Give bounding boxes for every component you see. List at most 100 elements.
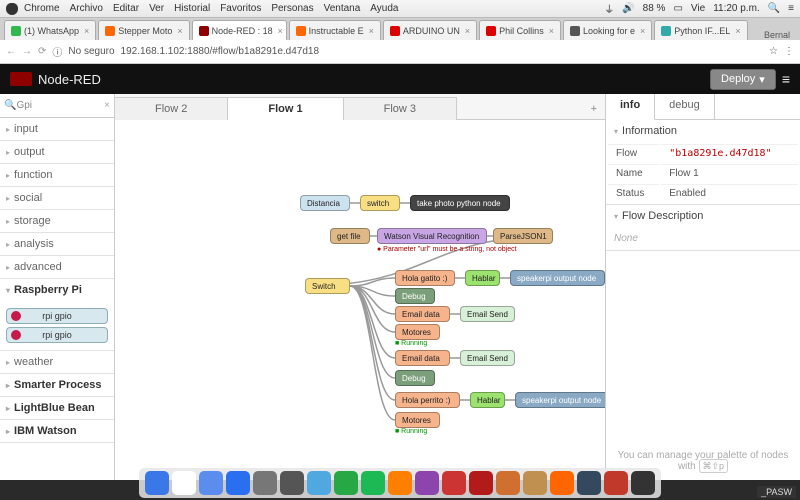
dock-app-icon[interactable] <box>469 471 493 495</box>
close-tab-icon[interactable]: × <box>177 26 182 36</box>
dock-app-icon[interactable] <box>199 471 223 495</box>
close-tab-icon[interactable]: × <box>549 26 554 36</box>
browser-tab[interactable]: Phil Collins× <box>479 20 561 40</box>
flow-node[interactable]: Debug <box>395 288 435 304</box>
wire[interactable] <box>350 286 395 400</box>
flow-node[interactable]: Motores <box>395 324 440 340</box>
flow-node[interactable]: Hablar <box>470 392 505 408</box>
security-icon[interactable]: ⓘ <box>52 44 62 59</box>
flow-node[interactable]: take photo python node <box>410 195 510 211</box>
flow-node[interactable]: speakerpi output node <box>510 270 605 286</box>
close-tab-icon[interactable]: × <box>278 26 283 36</box>
wire[interactable] <box>350 286 395 358</box>
palette-category[interactable]: ▸input <box>0 118 114 140</box>
mac-menu-item[interactable]: Ver <box>149 3 164 14</box>
main-menu-icon[interactable]: ≡ <box>782 71 790 87</box>
mac-menu-item[interactable]: Personas <box>271 3 313 14</box>
palette-category[interactable]: ▸IBM Watson <box>0 420 114 442</box>
chevron-down-icon[interactable]: ▾ <box>614 127 618 136</box>
back-button[interactable]: ← <box>6 46 16 57</box>
flow-node[interactable]: Email data <box>395 350 450 366</box>
dock-app-icon[interactable] <box>226 471 250 495</box>
flow-canvas[interactable]: Distancia switch take photo python node get… <box>115 120 605 480</box>
deploy-caret-icon[interactable]: ▾ <box>759 73 765 86</box>
notifications-icon[interactable]: ≡ <box>788 3 794 14</box>
flow-tab[interactable]: Flow 3 <box>343 97 457 120</box>
dock-app-icon[interactable] <box>631 471 655 495</box>
dock-app-icon[interactable] <box>280 471 304 495</box>
browser-tab[interactable]: Node-RED : 18× <box>192 20 287 40</box>
dock-app-icon[interactable] <box>604 471 628 495</box>
mac-menu-item[interactable]: Ventana <box>324 3 361 14</box>
battery-icon[interactable]: ▭ <box>673 3 682 14</box>
volume-icon[interactable]: 🔊 <box>622 3 634 14</box>
mac-menu-item[interactable]: Editar <box>113 3 139 14</box>
dock-app-icon[interactable] <box>550 471 574 495</box>
dock-app-icon[interactable] <box>442 471 466 495</box>
add-flow-button[interactable]: + <box>583 99 605 119</box>
flow-node[interactable]: Email Send <box>460 350 515 366</box>
address-bar[interactable]: 192.168.1.102:1880/#flow/b1a8291e.d47d18 <box>121 46 764 57</box>
mac-menu-item[interactable]: Historial <box>174 3 210 14</box>
dock-app-icon[interactable] <box>172 471 196 495</box>
dock-app-icon[interactable] <box>523 471 547 495</box>
app-name[interactable]: Chrome <box>24 3 60 14</box>
browser-tab[interactable]: ARDUINO UN× <box>383 20 477 40</box>
flow-node[interactable]: Watson Visual Recognition <box>377 228 487 244</box>
profile-name[interactable]: Bernal <box>764 30 790 40</box>
flow-node[interactable]: Hola perrito :) <box>395 392 460 408</box>
browser-tab[interactable]: Instructable E× <box>289 20 381 40</box>
close-tab-icon[interactable]: × <box>465 26 470 36</box>
flow-node[interactable]: get file <box>330 228 370 244</box>
flow-node[interactable]: Hablar <box>465 270 500 286</box>
flow-node[interactable]: Hola gatito :) <box>395 270 455 286</box>
flow-node[interactable]: Email Send <box>460 306 515 322</box>
flow-node[interactable]: Email data <box>395 306 450 322</box>
browser-tab[interactable]: Stepper Moto× <box>98 20 189 40</box>
palette-node[interactable]: rpi gpio <box>6 327 108 343</box>
palette-node[interactable]: rpi gpio <box>6 308 108 324</box>
wire[interactable] <box>350 286 395 332</box>
dock-app-icon[interactable] <box>145 471 169 495</box>
flow-node[interactable]: speakerpi output node <box>515 392 605 408</box>
browser-tab[interactable]: Looking for e× <box>563 20 652 40</box>
close-tab-icon[interactable]: × <box>735 26 740 36</box>
tab-debug[interactable]: debug <box>655 94 715 119</box>
flow-node[interactable]: Motores <box>395 412 440 428</box>
flow-tab[interactable]: Flow 1 <box>227 97 343 120</box>
close-tab-icon[interactable]: × <box>369 26 374 36</box>
palette-category[interactable]: ▸analysis <box>0 233 114 255</box>
flow-node[interactable]: switch <box>360 195 400 211</box>
palette-category[interactable]: ▸Smarter Process <box>0 374 114 396</box>
macos-dock[interactable] <box>139 468 661 498</box>
reload-button[interactable]: ⟳ <box>38 46 46 57</box>
tab-info[interactable]: info <box>606 94 655 120</box>
palette-category[interactable]: ▸social <box>0 187 114 209</box>
dock-app-icon[interactable] <box>388 471 412 495</box>
deploy-button[interactable]: Deploy ▾ <box>710 69 776 90</box>
dock-app-icon[interactable] <box>361 471 385 495</box>
palette-category[interactable]: ▸output <box>0 141 114 163</box>
dock-app-icon[interactable] <box>307 471 331 495</box>
dock-app-icon[interactable] <box>334 471 358 495</box>
palette-category[interactable]: ▾Raspberry Pi <box>0 279 114 301</box>
palette-category[interactable]: ▸storage <box>0 210 114 232</box>
bookmark-icon[interactable]: ☆ <box>769 46 778 57</box>
dock-app-icon[interactable] <box>415 471 439 495</box>
spotlight-icon[interactable]: 🔍 <box>768 3 780 14</box>
forward-button[interactable]: → <box>22 46 32 57</box>
palette-category[interactable]: ▸advanced <box>0 256 114 278</box>
close-tab-icon[interactable]: × <box>84 26 89 36</box>
mac-menu-item[interactable]: Archivo <box>70 3 103 14</box>
dock-app-icon[interactable] <box>496 471 520 495</box>
apple-icon[interactable] <box>6 3 18 15</box>
mac-menu-item[interactable]: Favoritos <box>220 3 261 14</box>
flow-node[interactable]: ParseJSON1 <box>493 228 553 244</box>
browser-tab[interactable]: (1) WhatsApp× <box>4 20 96 40</box>
dock-app-icon[interactable] <box>577 471 601 495</box>
palette-category[interactable]: ▸LightBlue Bean <box>0 397 114 419</box>
palette-category[interactable]: ▸weather <box>0 351 114 373</box>
clear-search-icon[interactable]: × <box>104 100 110 111</box>
flow-node[interactable]: Distancia <box>300 195 350 211</box>
flow-tab[interactable]: Flow 2 <box>114 97 228 120</box>
